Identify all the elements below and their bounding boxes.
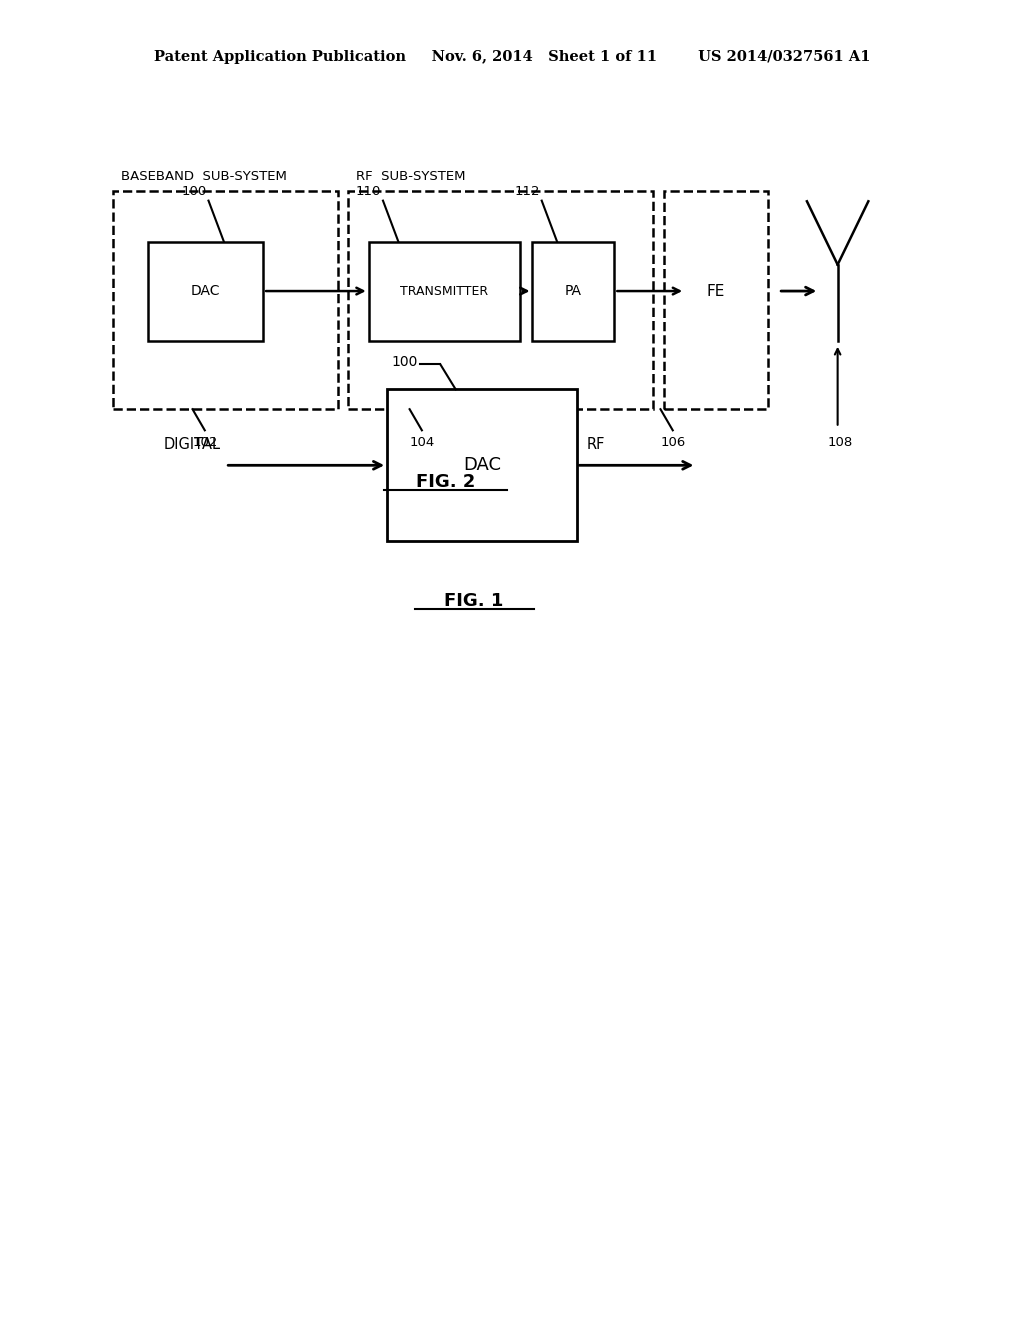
Text: 112: 112 <box>514 185 540 198</box>
Text: FE: FE <box>707 284 725 300</box>
Text: 102: 102 <box>193 436 218 449</box>
FancyBboxPatch shape <box>148 242 263 341</box>
Text: 110: 110 <box>355 185 381 198</box>
Text: RF: RF <box>587 437 605 451</box>
Text: DAC: DAC <box>191 284 220 298</box>
Text: FIG. 1: FIG. 1 <box>444 591 504 610</box>
Text: BASEBAND  SUB-SYSTEM: BASEBAND SUB-SYSTEM <box>121 170 287 183</box>
Text: 100: 100 <box>391 355 418 368</box>
FancyBboxPatch shape <box>369 242 520 341</box>
FancyBboxPatch shape <box>387 389 577 541</box>
Text: 106: 106 <box>660 436 686 449</box>
Text: TRANSMITTER: TRANSMITTER <box>400 285 488 297</box>
Text: DIGITAL: DIGITAL <box>163 437 220 451</box>
Text: PA: PA <box>565 284 582 298</box>
Text: 104: 104 <box>410 436 435 449</box>
Text: FIG. 2: FIG. 2 <box>416 473 475 491</box>
FancyBboxPatch shape <box>532 242 614 341</box>
Text: 108: 108 <box>827 436 853 449</box>
Text: DAC: DAC <box>463 457 501 474</box>
Text: 100: 100 <box>181 185 207 198</box>
Text: Patent Application Publication     Nov. 6, 2014   Sheet 1 of 11        US 2014/0: Patent Application Publication Nov. 6, 2… <box>154 50 870 63</box>
Text: RF  SUB-SYSTEM: RF SUB-SYSTEM <box>356 170 466 183</box>
